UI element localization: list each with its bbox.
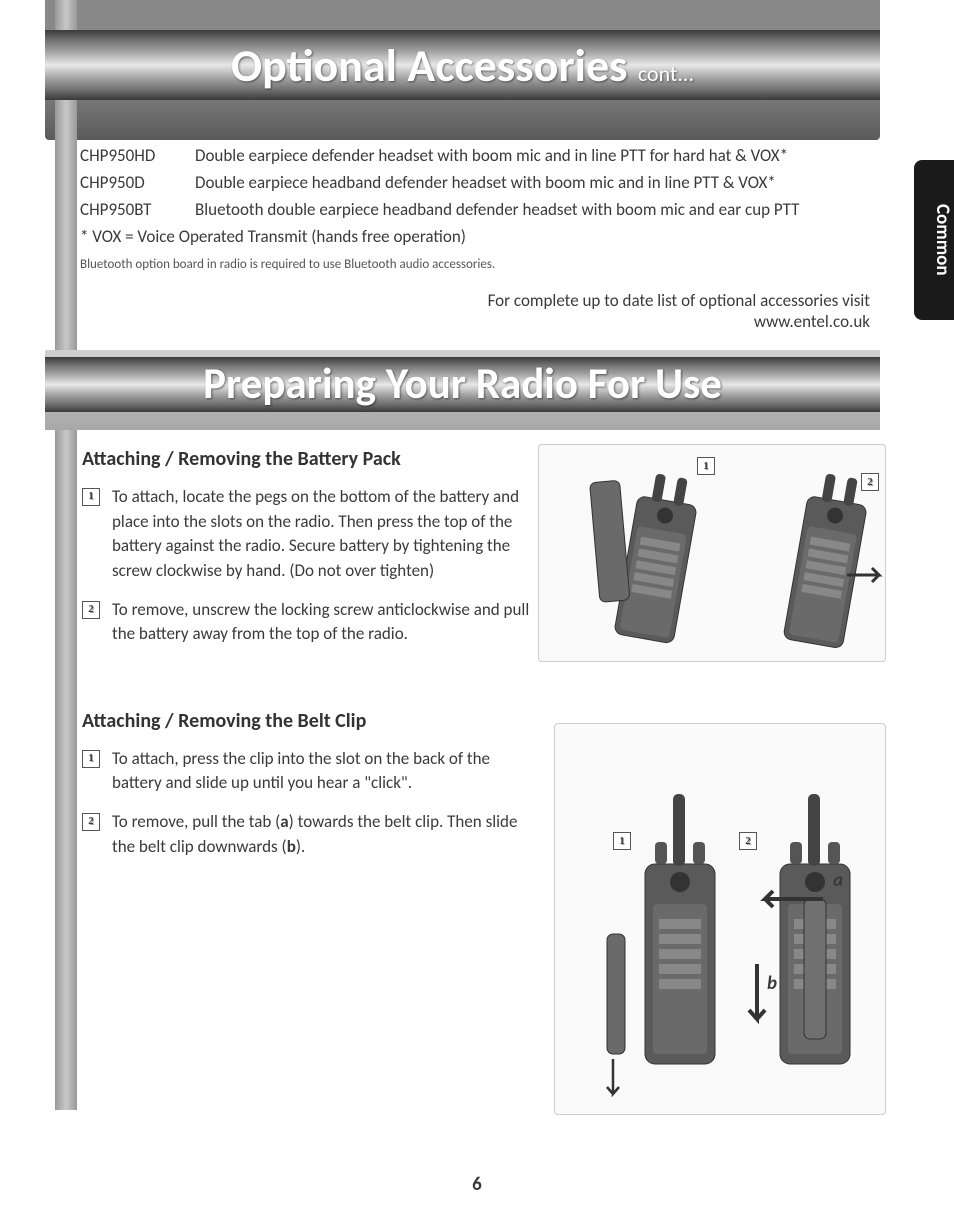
battery-step1: To attach, locate the pegs on the bottom…	[112, 485, 542, 584]
accessory-row: CHP950BT Bluetooth double earpiece headb…	[80, 199, 870, 220]
section2-title: Preparing Your Radio For Use	[45, 357, 880, 410]
step-number-icon: 1	[82, 750, 100, 768]
side-rail-bottom	[55, 350, 77, 1110]
title-main: Optional Accessories	[231, 38, 627, 94]
accessory-desc: Double earpiece headband defender headse…	[195, 172, 870, 193]
accessory-desc: Bluetooth double earpiece headband defen…	[195, 199, 870, 220]
label-b: b	[767, 972, 777, 995]
title-cont: cont...	[638, 60, 694, 87]
battery-illustration: 1 2	[538, 444, 886, 662]
accessory-row: CHP950HD Double earpiece defender headse…	[80, 145, 870, 166]
callout-1: 1	[613, 832, 631, 850]
accessory-code: CHP950HD	[80, 145, 195, 166]
accessory-row: CHP950D Double earpiece headband defende…	[80, 172, 870, 193]
callout-2: 2	[739, 832, 757, 850]
side-tab-common: Common	[914, 160, 954, 320]
text-fragment: To remove, pull the tab (	[112, 811, 280, 832]
accessory-desc: Double earpiece defender headset with bo…	[195, 145, 870, 166]
beltclip-step1: To attach, press the clip into the slot …	[112, 747, 542, 796]
text-fragment: ).	[296, 836, 305, 857]
battery-illustration-svg	[539, 445, 887, 663]
beltclip-illustration: 1 2 a b	[554, 723, 886, 1115]
step-number-icon: 2	[82, 601, 100, 619]
callout-1: 1	[697, 457, 715, 475]
accessory-code: CHP950D	[80, 172, 195, 193]
callout-2: 2	[861, 473, 879, 491]
beltclip-illustration-svg	[555, 724, 887, 1116]
update-note: For complete up to date list of optional…	[460, 290, 870, 332]
battery-step2: To remove, unscrew the locking screw ant…	[112, 598, 542, 647]
vox-note: * VOX = Voice Operated Transmit (hands f…	[80, 226, 870, 247]
header-title: Optional Accessories cont...	[45, 38, 880, 94]
step-number-icon: 2	[82, 813, 100, 831]
label-b-inline: b	[287, 836, 296, 857]
step-number-icon: 1	[82, 488, 100, 506]
beltclip-step2: To remove, pull the tab (a) towards the …	[112, 810, 542, 859]
label-a: a	[833, 869, 843, 892]
accessory-code: CHP950BT	[80, 199, 195, 220]
label-a-inline: a	[280, 811, 288, 832]
page-number: 6	[0, 1173, 954, 1196]
bluetooth-note: Bluetooth option board in radio is requi…	[80, 257, 870, 272]
